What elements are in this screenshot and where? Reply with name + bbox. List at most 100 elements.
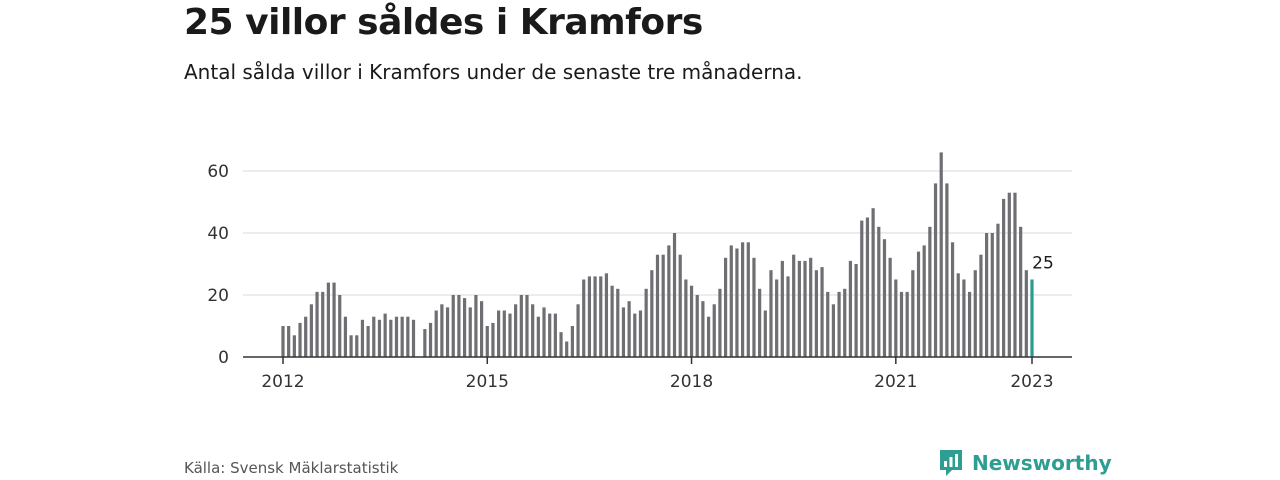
bar (922, 245, 926, 357)
bar (315, 291, 319, 357)
highlight-bar (1030, 279, 1034, 357)
newsworthy-logo-icon (940, 450, 962, 476)
bar (604, 273, 609, 357)
bar (309, 304, 313, 357)
bar (360, 319, 365, 357)
bar (775, 279, 779, 357)
bar (792, 254, 796, 357)
bar (803, 260, 807, 357)
bar (780, 260, 784, 357)
bar (741, 242, 745, 357)
bar (843, 288, 847, 357)
bar (860, 220, 864, 357)
y-tick-label: 0 (218, 348, 229, 368)
bar (661, 254, 665, 357)
y-tick-label: 40 (207, 224, 229, 244)
bar (1013, 192, 1017, 357)
bar (973, 270, 977, 357)
bar (582, 279, 586, 357)
bar (326, 282, 330, 357)
bar (394, 316, 399, 357)
bar (735, 248, 739, 357)
bar (525, 295, 529, 357)
bar (672, 233, 677, 357)
bar (474, 295, 478, 357)
bar (343, 316, 348, 357)
bar (281, 326, 285, 357)
bar (809, 257, 813, 357)
bar (712, 304, 716, 357)
bar (621, 307, 626, 357)
bar (678, 254, 682, 357)
bar (848, 260, 853, 357)
bar (338, 295, 342, 357)
bar (400, 316, 404, 357)
bar (519, 295, 523, 357)
page-title: 25 villor såldes i Kramfors (184, 2, 703, 43)
bar (967, 291, 972, 357)
bar (899, 291, 904, 357)
bar (950, 242, 955, 357)
bar (366, 326, 370, 357)
bar (372, 316, 376, 357)
bar (746, 242, 750, 357)
bar (292, 335, 296, 357)
bar (1002, 198, 1006, 357)
bar (877, 226, 881, 357)
bar (706, 316, 711, 357)
bar (428, 322, 433, 357)
bar (434, 310, 438, 357)
bar (514, 304, 518, 357)
bar (956, 273, 960, 357)
x-tick-label: 2015 (466, 372, 509, 392)
bar (667, 245, 671, 357)
bar (723, 257, 728, 357)
bar (616, 288, 620, 357)
bar (718, 288, 722, 357)
bar (440, 304, 444, 357)
bar (445, 307, 450, 357)
bar (321, 291, 325, 357)
bar (553, 313, 557, 357)
bar (565, 341, 569, 357)
bar (979, 254, 983, 357)
bar (542, 307, 546, 357)
bar (996, 223, 1000, 357)
bar (650, 270, 654, 357)
bar (826, 291, 830, 357)
bar (355, 335, 359, 357)
bar (985, 233, 989, 357)
bar (587, 276, 592, 357)
bar (570, 326, 574, 357)
brand[interactable]: Newsworthy (938, 448, 1112, 478)
bar-chart: 0 20 40 60 2012 2015 2018 2021 2023 25 (207, 152, 1072, 392)
bar (1007, 192, 1011, 357)
bar (627, 301, 631, 357)
y-tick-label: 20 (207, 286, 229, 306)
x-tick-label: 2018 (670, 372, 713, 392)
bar (752, 257, 756, 357)
bar (797, 260, 801, 357)
bar (1019, 226, 1023, 357)
bar (457, 295, 461, 357)
bar (945, 183, 949, 357)
bar (905, 291, 909, 357)
bar (684, 279, 688, 357)
brand-name: Newsworthy (972, 451, 1112, 475)
bar (531, 304, 535, 357)
bar (820, 267, 824, 357)
bar (389, 319, 393, 357)
bar (701, 301, 705, 357)
bar (536, 316, 540, 357)
bar (928, 226, 932, 357)
bar (480, 301, 484, 357)
x-tick-label: 2023 (1010, 372, 1053, 392)
bar (491, 322, 495, 357)
bar (933, 183, 938, 357)
bar (916, 251, 921, 357)
bar (758, 288, 762, 357)
bar (655, 254, 660, 357)
y-tick-label: 60 (207, 162, 229, 182)
x-tick-label: 2012 (261, 372, 304, 392)
bar (911, 270, 915, 357)
